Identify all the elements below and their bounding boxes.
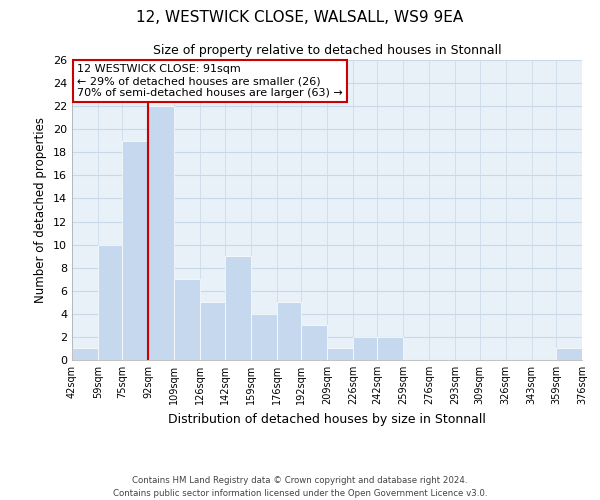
X-axis label: Distribution of detached houses by size in Stonnall: Distribution of detached houses by size … (168, 412, 486, 426)
Bar (122, 141, 148, 360)
Y-axis label: Number of detached properties: Number of detached properties (34, 117, 47, 303)
Title: Size of property relative to detached houses in Stonnall: Size of property relative to detached ho… (152, 44, 502, 58)
Bar (98, 244, 122, 360)
Bar (353, 337, 377, 360)
Text: 12, WESTWICK CLOSE, WALSALL, WS9 9EA: 12, WESTWICK CLOSE, WALSALL, WS9 9EA (136, 10, 464, 25)
Bar (175, 279, 200, 360)
Bar (277, 302, 301, 360)
Bar (200, 302, 224, 360)
Bar (301, 326, 327, 360)
Text: Contains HM Land Registry data © Crown copyright and database right 2024.
Contai: Contains HM Land Registry data © Crown c… (113, 476, 487, 498)
Bar (327, 348, 353, 360)
Bar (72, 348, 98, 360)
Text: 12 WESTWICK CLOSE: 91sqm
← 29% of detached houses are smaller (26)
70% of semi-d: 12 WESTWICK CLOSE: 91sqm ← 29% of detach… (77, 64, 343, 98)
Bar (251, 314, 277, 360)
Bar (148, 106, 175, 360)
Bar (377, 337, 403, 360)
Bar (224, 256, 251, 360)
Bar (556, 348, 582, 360)
